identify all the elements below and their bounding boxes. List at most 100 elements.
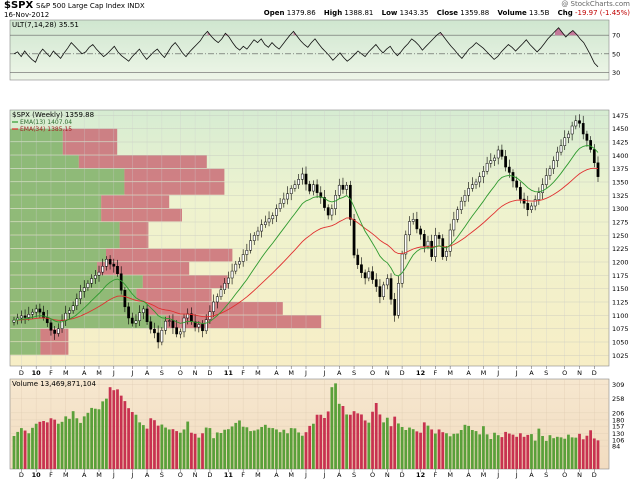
volume-bar <box>334 383 337 469</box>
volume-bar <box>38 421 42 469</box>
price-tick-1275: 1275 <box>612 219 629 227</box>
vbp-red-bar <box>119 222 149 235</box>
volume-bar <box>193 433 197 469</box>
volume-date-label-N: N <box>385 471 390 479</box>
price-date-label-12: 12 <box>416 369 425 377</box>
volume-bar <box>382 422 386 469</box>
volume-bar <box>474 431 478 469</box>
price-date-axis: D 10 F M A M J J A S O N D 11 F M A M J J A S O N D 12 F M A M J J A S O N D <box>19 366 597 377</box>
price-candle-body <box>341 184 345 190</box>
volume-date-label-F: F <box>433 471 437 479</box>
volume-bar <box>352 411 356 469</box>
price-date-label-N: N <box>193 369 198 377</box>
price-date-label-J: J <box>304 369 307 377</box>
ema13-line <box>13 145 599 325</box>
volume-bar <box>289 428 293 469</box>
price-candle-body <box>197 324 201 328</box>
price-date-label-O: O <box>370 369 375 377</box>
price-candle-body <box>452 219 456 231</box>
volume-bar <box>526 434 530 469</box>
volume-date-label-O: O <box>370 471 375 479</box>
volume-bar <box>389 426 393 469</box>
price-candle-body <box>90 278 93 284</box>
volume-bar <box>241 426 245 469</box>
price-candle-body <box>467 188 470 196</box>
volume-bar <box>544 440 548 469</box>
vbp-red-bar <box>147 302 283 315</box>
volume-bar <box>20 428 23 469</box>
volume-bar <box>367 422 371 469</box>
copyright-label[interactable]: @ StockCharts.com <box>561 0 630 8</box>
volume-bar <box>267 427 271 469</box>
price-date-label-O: O <box>178 369 183 377</box>
price-candle-body <box>108 259 112 265</box>
price-candle-body <box>56 328 60 334</box>
vbp-red-bar <box>166 315 322 329</box>
price-candle-body <box>212 301 215 312</box>
price-candle-body <box>526 203 530 210</box>
price-date-label-F: F <box>433 369 437 377</box>
volume-bar <box>101 401 105 469</box>
price-candle-body <box>101 266 105 273</box>
price-candle-body <box>252 235 256 241</box>
volume-date-label-M: M <box>96 471 102 479</box>
ult-line <box>13 27 599 68</box>
volume-bar <box>323 418 326 469</box>
vbp-red-bar <box>78 155 207 169</box>
volume-date-label-F: F <box>241 471 245 479</box>
volume-bar <box>482 426 485 469</box>
price-candle-body <box>171 320 175 328</box>
volume-date-label-N: N <box>193 471 198 479</box>
price-candle-body <box>378 286 382 297</box>
volume-tick-180: 180 <box>612 416 624 424</box>
volume-bar <box>408 427 411 469</box>
volume-tick-84: 84 <box>612 443 620 451</box>
price-candle-body <box>411 219 415 222</box>
volume-bar <box>548 435 552 469</box>
vbp-red-bar <box>40 342 69 355</box>
volume-bar <box>208 428 212 469</box>
volume-bar <box>374 403 378 469</box>
volume-bar <box>426 425 430 469</box>
price-date-label-S: S <box>544 369 548 377</box>
volume-bar <box>145 428 149 469</box>
volume-date-label-J: J <box>112 471 115 479</box>
volume-bar <box>127 408 130 469</box>
price-date-label-10: 10 <box>32 369 42 377</box>
price-candle-body <box>456 209 459 220</box>
price-candle-body <box>82 287 86 292</box>
price-candle-body <box>596 162 600 177</box>
price-candle-body <box>112 263 116 267</box>
volume-bar <box>23 430 27 469</box>
volume-bar <box>171 429 175 469</box>
price-candle-body <box>592 149 596 164</box>
volume-bar <box>422 422 426 469</box>
volume-bar <box>493 432 496 469</box>
volume-date-label-O: O <box>178 471 183 479</box>
price-date-label-D: D <box>207 369 212 377</box>
ema34-legend: EMA(34) 1385.15 <box>20 126 72 133</box>
volume-bar <box>459 430 463 469</box>
volume-date-label-M: M <box>481 471 487 479</box>
price-date-label-J: J <box>112 369 115 377</box>
price-candle-body <box>519 187 522 200</box>
volume-date-label-10: 10 <box>32 471 42 479</box>
price-candle-body <box>445 251 448 257</box>
volume-bar <box>45 422 49 469</box>
volume-bar <box>215 432 219 469</box>
price-tick-1450: 1450 <box>612 125 629 133</box>
price-candle-body <box>463 195 467 202</box>
price-candle-body <box>496 149 500 159</box>
price-candle-body <box>234 263 238 272</box>
price-candle-body <box>219 289 223 297</box>
volume-bar <box>559 437 563 469</box>
price-date-label-A: A <box>466 369 471 377</box>
volume-bar <box>219 433 223 469</box>
volume-date-label-J: J <box>130 471 133 479</box>
price-tick-1250: 1250 <box>612 232 629 240</box>
volume-bar <box>271 428 275 469</box>
open-value: 1379.86 <box>286 9 316 17</box>
price-candle-body <box>448 229 452 252</box>
volume-bar <box>356 413 360 469</box>
